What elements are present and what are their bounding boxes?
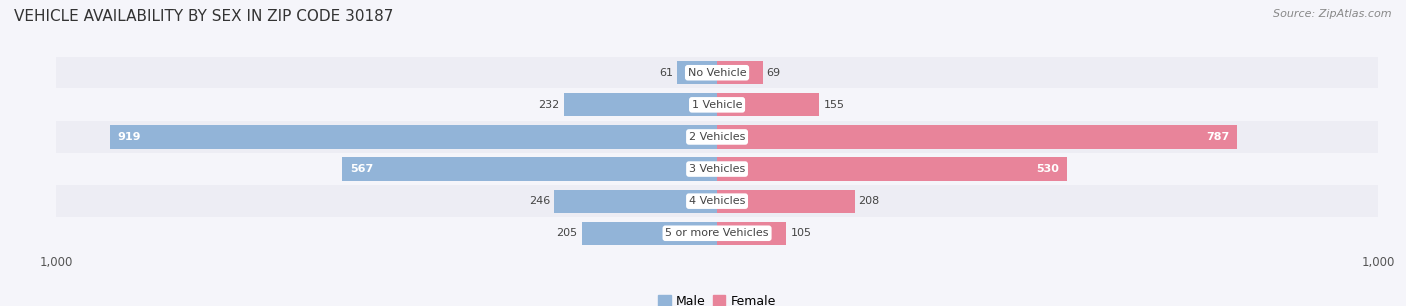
Legend: Male, Female: Male, Female (654, 290, 780, 306)
Bar (554, 190, 717, 213)
Text: 69: 69 (766, 68, 780, 78)
Bar (582, 222, 717, 245)
Text: 208: 208 (859, 196, 880, 206)
Text: 61: 61 (659, 68, 673, 78)
Text: 5 or more Vehicles: 5 or more Vehicles (665, 228, 769, 238)
Text: 919: 919 (118, 132, 141, 142)
Bar (343, 158, 717, 181)
Text: 2 Vehicles: 2 Vehicles (689, 132, 745, 142)
Text: 246: 246 (529, 196, 551, 206)
Text: 232: 232 (538, 100, 560, 110)
Text: 567: 567 (350, 164, 374, 174)
Text: 155: 155 (824, 100, 845, 110)
Bar (564, 93, 717, 116)
Bar (717, 93, 820, 116)
Bar (56, 89, 1378, 121)
Bar (56, 218, 1378, 249)
Text: Source: ZipAtlas.com: Source: ZipAtlas.com (1274, 9, 1392, 19)
Text: 105: 105 (790, 228, 811, 238)
Bar (676, 61, 717, 84)
Text: VEHICLE AVAILABILITY BY SEX IN ZIP CODE 30187: VEHICLE AVAILABILITY BY SEX IN ZIP CODE … (14, 9, 394, 24)
Text: 530: 530 (1036, 164, 1059, 174)
Bar (110, 125, 717, 148)
Bar (717, 222, 786, 245)
Text: 1 Vehicle: 1 Vehicle (692, 100, 742, 110)
Text: 787: 787 (1206, 132, 1229, 142)
Bar (717, 190, 855, 213)
Bar (56, 121, 1378, 153)
Text: 4 Vehicles: 4 Vehicles (689, 196, 745, 206)
Bar (56, 57, 1378, 88)
Text: No Vehicle: No Vehicle (688, 68, 747, 78)
Bar (56, 185, 1378, 217)
Bar (717, 158, 1067, 181)
Text: 3 Vehicles: 3 Vehicles (689, 164, 745, 174)
Bar (717, 61, 762, 84)
Text: 205: 205 (557, 228, 578, 238)
Bar (717, 125, 1237, 148)
Bar (56, 153, 1378, 185)
